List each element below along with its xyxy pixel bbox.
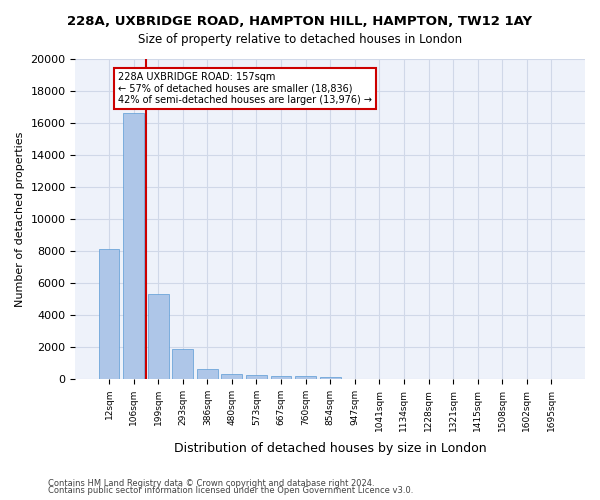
Bar <box>295 376 316 379</box>
Text: Contains HM Land Registry data © Crown copyright and database right 2024.: Contains HM Land Registry data © Crown c… <box>48 478 374 488</box>
X-axis label: Distribution of detached houses by size in London: Distribution of detached houses by size … <box>174 442 487 455</box>
Bar <box>221 374 242 379</box>
Text: Contains public sector information licensed under the Open Government Licence v3: Contains public sector information licen… <box>48 486 413 495</box>
Bar <box>246 374 267 379</box>
Bar <box>320 376 341 379</box>
Bar <box>271 376 292 379</box>
Text: Size of property relative to detached houses in London: Size of property relative to detached ho… <box>138 32 462 46</box>
Bar <box>123 114 144 379</box>
Y-axis label: Number of detached properties: Number of detached properties <box>15 132 25 306</box>
Bar <box>98 250 119 379</box>
Text: 228A, UXBRIDGE ROAD, HAMPTON HILL, HAMPTON, TW12 1AY: 228A, UXBRIDGE ROAD, HAMPTON HILL, HAMPT… <box>67 15 533 28</box>
Text: 228A UXBRIDGE ROAD: 157sqm
← 57% of detached houses are smaller (18,836)
42% of : 228A UXBRIDGE ROAD: 157sqm ← 57% of deta… <box>118 72 371 105</box>
Bar <box>197 368 218 379</box>
Bar <box>172 350 193 379</box>
Bar <box>148 294 169 379</box>
